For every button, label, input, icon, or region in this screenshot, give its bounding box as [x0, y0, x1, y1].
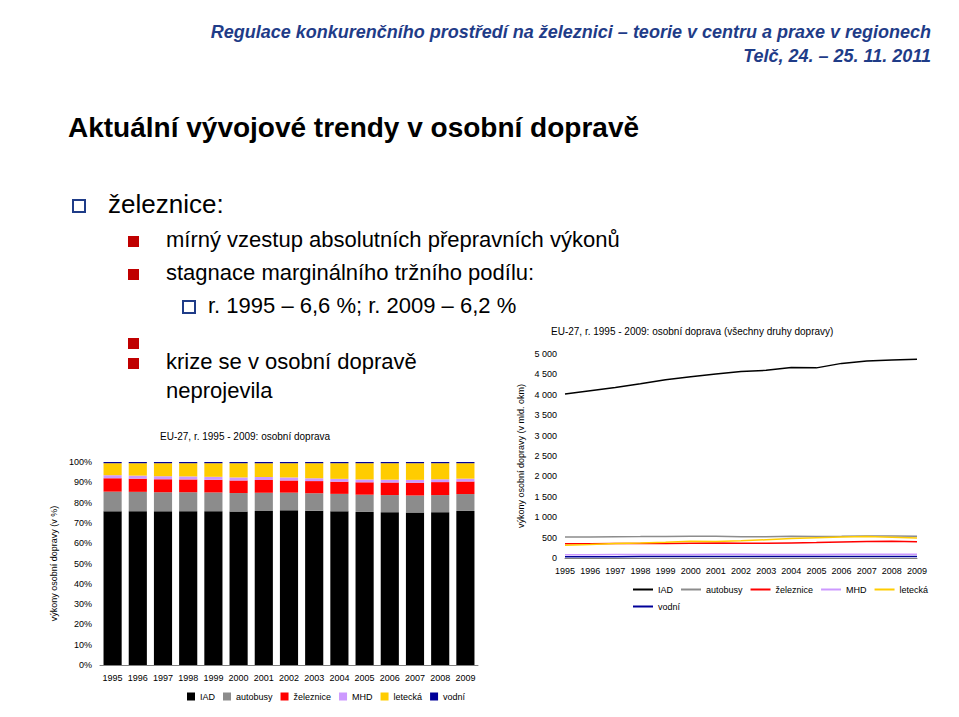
svg-text:2000: 2000: [229, 673, 249, 683]
svg-text:1999: 1999: [656, 566, 676, 576]
svg-text:10%: 10%: [74, 640, 92, 650]
svg-text:EU-27, r. 1995 - 2009: osobní: EU-27, r. 1995 - 2009: osobní doprava (v…: [551, 326, 833, 337]
svg-text:MHD: MHD: [846, 585, 867, 595]
html-text:krize se v osobní dopravě nepr: krize se v osobní dopravě neprojevila: [166, 349, 417, 403]
svg-text:autobusy: autobusy: [706, 585, 743, 595]
html-text:Telč, 24. – 25. 11. 2011: Telč, 24. – 25. 11. 2011: [743, 46, 931, 66]
html-text:železnice:: železnice:: [108, 189, 224, 219]
svg-text:2008: 2008: [430, 673, 450, 683]
svg-text:2009: 2009: [907, 566, 927, 576]
svg-text:2004: 2004: [781, 566, 801, 576]
svg-text:100%: 100%: [69, 457, 92, 467]
svg-text:1998: 1998: [178, 673, 198, 683]
svg-text:letecká: letecká: [900, 585, 929, 595]
svg-text:80%: 80%: [74, 498, 92, 508]
svg-text:60%: 60%: [74, 538, 92, 548]
svg-text:1996: 1996: [128, 673, 148, 683]
svg-text:autobusy: autobusy: [236, 692, 273, 702]
svg-text:30%: 30%: [74, 599, 92, 609]
svg-text:0%: 0%: [79, 660, 92, 670]
svg-text:2007: 2007: [405, 673, 425, 683]
svg-text:výkony osobní dopravy (v mld.: výkony osobní dopravy (v mld. okm): [516, 384, 526, 528]
svg-text:2 500: 2 500: [534, 451, 557, 461]
svg-text:2005: 2005: [806, 566, 826, 576]
svg-text:2002: 2002: [731, 566, 751, 576]
svg-text:500: 500: [542, 533, 557, 543]
html-text:Aktuální vývojové trendy v oso: Aktuální vývojové trendy v osobní doprav…: [68, 112, 639, 143]
svg-text:70%: 70%: [74, 518, 92, 528]
svg-text:letecká: letecká: [394, 692, 423, 702]
svg-text:výkony osobní dopravy (v %): výkony osobní dopravy (v %): [49, 506, 59, 622]
svg-text:2003: 2003: [304, 673, 324, 683]
svg-text:2006: 2006: [380, 673, 400, 683]
svg-text:vodní: vodní: [658, 602, 681, 612]
svg-text:2008: 2008: [882, 566, 902, 576]
svg-text:železnice: železnice: [294, 692, 332, 702]
html-text:Regulace konkurenčního prostře: Regulace konkurenčního prostředí na žele…: [210, 22, 931, 42]
svg-text:2001: 2001: [254, 673, 274, 683]
svg-text:0: 0: [552, 553, 557, 563]
svg-text:2 000: 2 000: [534, 471, 557, 481]
svg-text:MHD: MHD: [352, 692, 373, 702]
svg-text:2000: 2000: [681, 566, 701, 576]
svg-text:IAD: IAD: [200, 692, 216, 702]
svg-text:90%: 90%: [74, 477, 92, 487]
svg-text:2007: 2007: [857, 566, 877, 576]
svg-text:2005: 2005: [355, 673, 375, 683]
svg-text:2003: 2003: [756, 566, 776, 576]
svg-text:2006: 2006: [832, 566, 852, 576]
svg-text:2001: 2001: [706, 566, 726, 576]
svg-text:1 500: 1 500: [534, 492, 557, 502]
svg-text:2004: 2004: [329, 673, 349, 683]
svg-text:3 000: 3 000: [534, 431, 557, 441]
svg-text:5 000: 5 000: [534, 349, 557, 359]
svg-text:1995: 1995: [555, 566, 575, 576]
svg-text:50%: 50%: [74, 559, 92, 569]
html-text:r. 1995 – 6,6 %; r. 2009 – 6,2: r. 1995 – 6,6 %; r. 2009 – 6,2 %: [208, 293, 517, 318]
html-text:stagnace marginálního tržního: stagnace marginálního tržního podílu:: [166, 260, 535, 285]
svg-text:1998: 1998: [630, 566, 650, 576]
svg-text:1 000: 1 000: [534, 512, 557, 522]
html-text:mírný vzestup absolutních přep: mírný vzestup absolutních přepravních vý…: [166, 227, 620, 252]
svg-text:3 500: 3 500: [534, 410, 557, 420]
svg-text:EU-27, r. 1995 - 2009: osobní: EU-27, r. 1995 - 2009: osobní doprava: [160, 431, 331, 442]
svg-text:1996: 1996: [580, 566, 600, 576]
svg-text:4 500: 4 500: [534, 369, 557, 379]
svg-text:1999: 1999: [203, 673, 223, 683]
svg-text:2009: 2009: [455, 673, 475, 683]
svg-text:1997: 1997: [153, 673, 173, 683]
svg-text:40%: 40%: [74, 579, 92, 589]
svg-text:4 000: 4 000: [534, 390, 557, 400]
svg-text:IAD: IAD: [658, 585, 674, 595]
svg-text:2002: 2002: [279, 673, 299, 683]
svg-text:železnice: železnice: [776, 585, 814, 595]
svg-text:vodní: vodní: [443, 692, 466, 702]
svg-text:1995: 1995: [103, 673, 123, 683]
svg-text:1997: 1997: [605, 566, 625, 576]
svg-text:20%: 20%: [74, 619, 92, 629]
